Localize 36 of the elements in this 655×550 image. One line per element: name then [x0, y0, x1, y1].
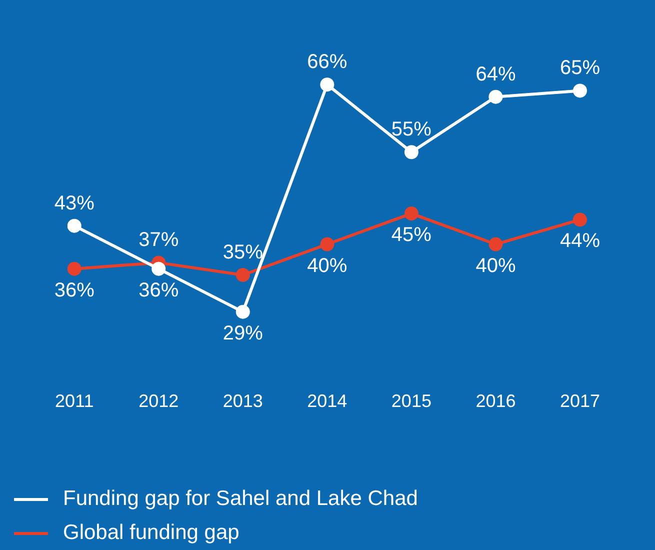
point	[572, 84, 587, 98]
x-tick-label: 2014	[307, 391, 348, 412]
point	[320, 78, 334, 92]
data-label: 65%	[560, 57, 600, 80]
x-tick-label: 2011	[54, 391, 94, 412]
x-tick-label: 2012	[138, 391, 179, 412]
data-label: 36%	[54, 279, 95, 302]
point	[67, 218, 82, 233]
data-label: 64%	[476, 63, 516, 86]
data-label: 55%	[391, 118, 432, 141]
x-tick-label: 2016	[476, 391, 516, 412]
data-label: 45%	[391, 224, 432, 246]
point	[152, 262, 166, 276]
point	[236, 268, 250, 282]
data-label: 40%	[476, 254, 516, 277]
x-tick-label: 2017	[560, 391, 600, 412]
point	[488, 90, 503, 104]
x-tick-label: 2013	[222, 391, 263, 412]
point	[572, 212, 587, 227]
data-label: 43%	[54, 192, 95, 214]
data-label: 37%	[138, 229, 179, 252]
point	[236, 304, 250, 319]
data-label: 29%	[222, 322, 264, 344]
data-label: 66%	[307, 51, 348, 74]
x-tick-label: 2015	[391, 391, 432, 412]
point	[404, 206, 418, 221]
point	[67, 262, 82, 276]
data-label: 35%	[222, 241, 264, 264]
point	[404, 145, 418, 160]
legend-label: Global funding gap	[63, 521, 240, 545]
data-label: 44%	[560, 230, 600, 252]
point	[320, 237, 334, 252]
data-label: 36%	[138, 279, 179, 302]
data-label: 40%	[307, 254, 348, 277]
legend-label: Funding gap for Sahel and Lake Chad	[63, 487, 418, 511]
point	[488, 237, 503, 252]
